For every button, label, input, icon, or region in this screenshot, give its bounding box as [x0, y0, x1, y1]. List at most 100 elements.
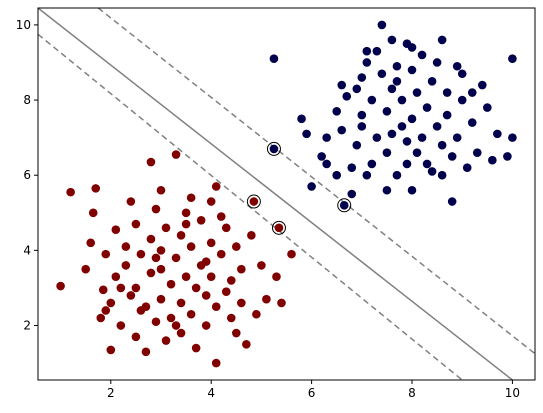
class-0-point — [176, 231, 186, 240]
scatter-points — [56, 20, 517, 368]
class-1-point — [302, 129, 311, 139]
class-1-point — [402, 137, 412, 146]
y-tick-label: 2 — [23, 319, 31, 333]
class-0-point — [86, 238, 96, 248]
class-0-point — [106, 345, 116, 355]
class-0-point — [146, 234, 156, 244]
class-1-point — [417, 50, 427, 60]
class-0-point — [111, 225, 121, 234]
class-0-point — [131, 332, 141, 342]
class-0-point — [171, 253, 181, 263]
class-1-point — [407, 43, 417, 52]
class-1-point — [452, 133, 462, 142]
class-0-point — [156, 294, 166, 304]
class-1-point — [372, 46, 382, 56]
class-0-point — [211, 358, 221, 368]
class-1-point — [347, 163, 357, 172]
class-1-point — [442, 110, 452, 120]
class-1-point — [467, 88, 477, 97]
class-0-point — [101, 249, 111, 259]
class-0-point — [247, 231, 256, 240]
class-1-point — [407, 114, 417, 124]
class-1-point — [432, 122, 442, 131]
class-0-point — [249, 197, 259, 206]
class-1-point — [422, 103, 432, 112]
class-0-point — [257, 261, 266, 270]
class-0-point — [121, 261, 131, 270]
class-0-point — [141, 302, 151, 312]
class-0-point — [201, 291, 211, 300]
class-1-point — [382, 148, 392, 157]
class-0-point — [146, 157, 156, 167]
class-0-point — [131, 283, 141, 293]
class-1-point — [357, 73, 367, 82]
class-0-point — [274, 223, 284, 233]
class-0-point — [176, 328, 186, 338]
class-1-point — [307, 182, 316, 191]
class-1-point — [417, 133, 427, 142]
class-0-point — [151, 204, 161, 214]
class-0-point — [201, 321, 211, 330]
class-0-point — [181, 208, 191, 218]
class-0-point — [151, 317, 161, 327]
y-axis-ticks: 2 4 6 8 10 — [16, 18, 38, 333]
class-0-point — [216, 212, 226, 221]
class-1-point — [342, 92, 352, 101]
class-1-point — [427, 76, 437, 86]
class-1-point — [437, 140, 447, 150]
class-0-point — [216, 249, 226, 259]
class-0-point — [166, 279, 176, 289]
class-1-point — [437, 35, 447, 45]
class-1-point — [317, 152, 326, 161]
class-0-point — [161, 223, 171, 233]
class-0-point — [191, 343, 201, 353]
x-axis-ticks: 2 4 6 8 10 — [107, 380, 520, 400]
class-0-point — [121, 242, 131, 251]
class-0-point — [66, 187, 75, 197]
class-0-point — [126, 197, 136, 206]
class-1-point — [437, 170, 447, 180]
class-0-point — [181, 272, 191, 281]
class-0-point — [226, 276, 236, 285]
class-0-point — [151, 253, 161, 263]
class-0-point — [191, 283, 201, 293]
class-1-point — [407, 65, 417, 75]
class-1-point — [362, 170, 372, 180]
class-1-point — [442, 88, 452, 97]
class-0-point — [226, 313, 236, 323]
class-0-point — [176, 298, 186, 308]
class-1-point — [483, 103, 492, 112]
class-1-point — [382, 107, 392, 116]
class-0-point — [156, 185, 166, 195]
class-0-point — [156, 264, 166, 274]
class-1-point — [452, 61, 462, 71]
class-1-point — [407, 185, 417, 195]
class-1-point — [387, 35, 397, 45]
class-1-point — [357, 110, 367, 120]
class-1-point — [367, 95, 377, 105]
class-1-point — [488, 155, 497, 165]
class-0-point — [237, 264, 246, 274]
class-0-point — [186, 309, 196, 319]
class-1-point — [297, 114, 306, 124]
class-1-point — [337, 125, 347, 135]
class-0-point — [56, 281, 65, 291]
y-tick-label: 8 — [23, 93, 31, 107]
class-1-point — [412, 88, 422, 97]
class-0-point — [171, 321, 181, 330]
class-1-point — [427, 167, 437, 176]
class-0-point — [221, 223, 231, 233]
class-0-point — [211, 182, 221, 191]
support-vectors — [246, 141, 352, 235]
class-1-point — [347, 189, 357, 199]
class-1-point — [332, 170, 342, 180]
class-1-point — [462, 163, 472, 172]
class-0-point — [206, 197, 216, 206]
class-0-point — [272, 272, 281, 281]
class-1-point — [377, 20, 387, 30]
class-1-point — [392, 170, 402, 180]
class-0-point — [206, 238, 216, 248]
class-1-point — [357, 122, 367, 131]
class-1-point — [457, 69, 467, 79]
class-1-point — [337, 80, 347, 90]
